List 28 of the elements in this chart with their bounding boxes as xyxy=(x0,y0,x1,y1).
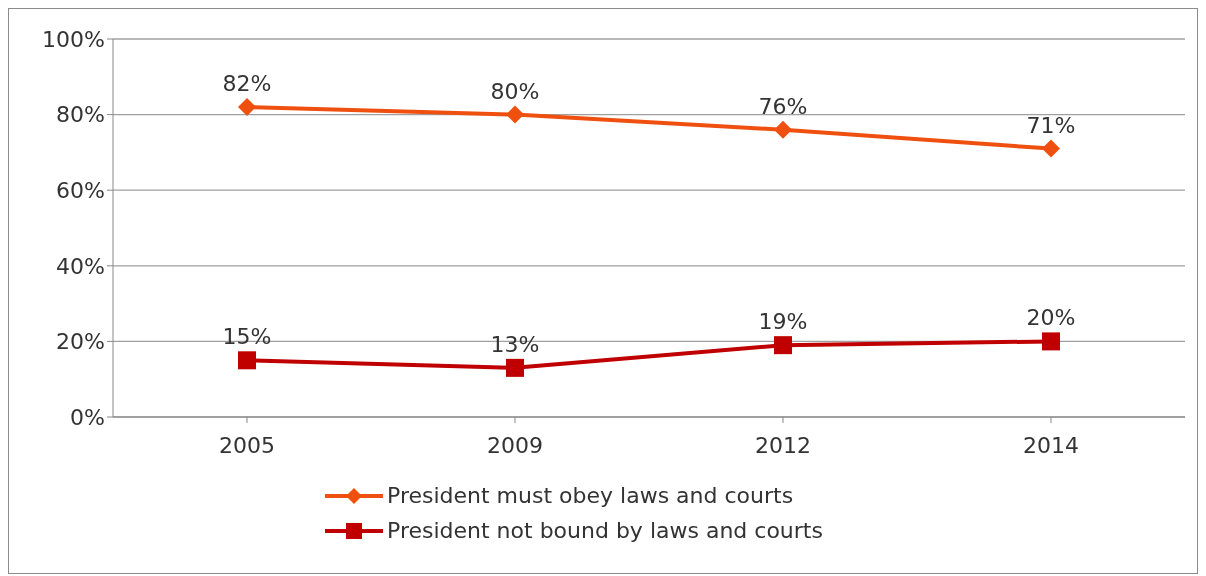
y-tick-label: 0% xyxy=(70,404,105,430)
y-tick-label: 100% xyxy=(42,26,105,52)
legend-label: President not bound by laws and courts xyxy=(387,518,823,543)
y-tick-label: 20% xyxy=(56,329,105,355)
point xyxy=(1042,139,1060,158)
x-tick-label: 2012 xyxy=(755,432,811,458)
y-tick-label: 60% xyxy=(56,178,105,204)
point xyxy=(774,120,792,139)
point xyxy=(506,358,524,377)
point xyxy=(238,351,256,370)
data-label: 13% xyxy=(490,331,540,357)
data-label: 76% xyxy=(758,93,808,119)
data-label: 20% xyxy=(1026,305,1076,331)
x-tick-label: 2014 xyxy=(1023,432,1079,458)
point xyxy=(1042,332,1060,351)
point xyxy=(774,336,792,355)
data-label: 15% xyxy=(222,324,272,350)
data-label: 80% xyxy=(490,78,540,104)
legend-label: President must obey laws and courts xyxy=(387,483,794,508)
y-tick-label: 40% xyxy=(56,253,105,279)
x-tick-label: 2005 xyxy=(219,432,275,458)
data-label: 82% xyxy=(222,71,272,97)
y-tick-label: 80% xyxy=(56,102,105,128)
data-label: 19% xyxy=(758,309,808,335)
point xyxy=(506,105,524,124)
x-tick-label: 2009 xyxy=(487,432,543,458)
point xyxy=(238,98,256,117)
data-label: 71% xyxy=(1026,112,1076,138)
